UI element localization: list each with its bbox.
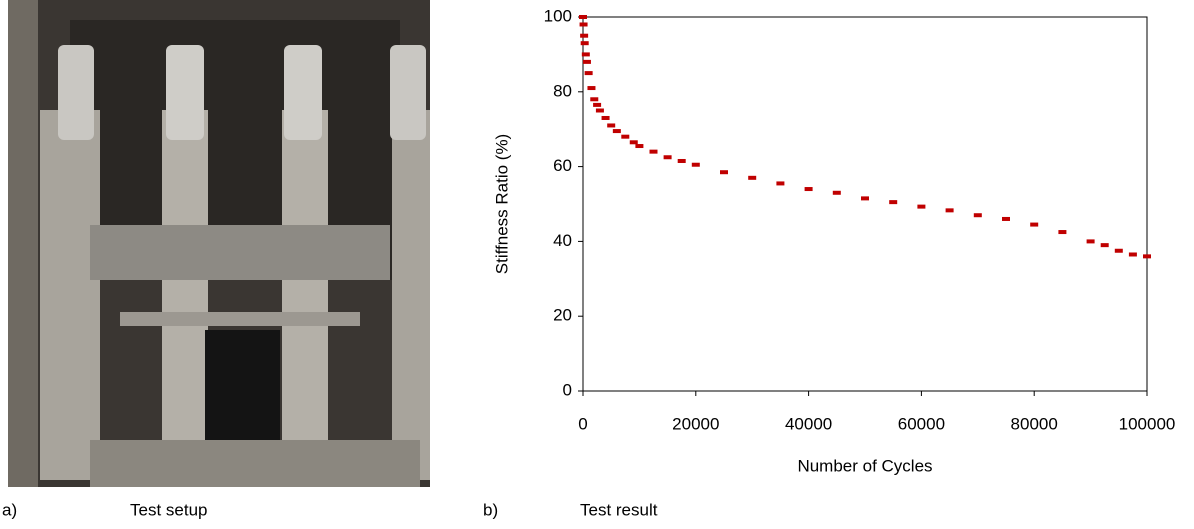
point (663, 155, 672, 160)
x-tick-label: 40000 (785, 414, 832, 433)
point (629, 140, 638, 145)
caption-label: a) (2, 500, 17, 519)
point (612, 129, 621, 134)
point (776, 181, 785, 186)
y-axis-title: Stiffness Ratio (%) (492, 134, 511, 274)
point (748, 175, 757, 180)
plot-frame (582, 16, 1148, 392)
point (945, 208, 954, 213)
point (861, 196, 869, 201)
y-tick-label: 40 (553, 231, 572, 250)
point (691, 162, 700, 167)
point (579, 15, 587, 19)
point (1086, 239, 1095, 244)
point (580, 33, 589, 38)
y-tick-label: 20 (553, 306, 572, 325)
point (1143, 254, 1151, 259)
y-tick-label: 60 (553, 156, 572, 175)
point (621, 134, 630, 139)
x-tick-label: 80000 (1011, 414, 1058, 433)
point (1114, 248, 1123, 253)
point (889, 200, 898, 205)
caption: Test setup (130, 500, 208, 519)
point (579, 22, 588, 27)
y-tick-label: 0 (563, 380, 572, 399)
x-tick-label: 60000 (898, 414, 945, 433)
point (649, 149, 658, 154)
point (1002, 216, 1010, 221)
caption-label: b) (483, 500, 498, 519)
photo (8, 0, 430, 487)
point (607, 123, 616, 128)
point (1100, 243, 1109, 248)
point (595, 108, 604, 113)
point (590, 97, 599, 102)
point (832, 190, 841, 195)
point (580, 41, 589, 46)
x-tick-label: 0 (578, 414, 587, 433)
point (677, 158, 686, 163)
x-tick-label: 100000 (1119, 414, 1176, 433)
point (582, 59, 591, 64)
point (804, 187, 813, 192)
point (1030, 222, 1039, 227)
caption: Test result (580, 500, 658, 519)
point (581, 52, 590, 57)
point (917, 204, 926, 209)
y-tick-label: 100 (544, 6, 572, 25)
point (593, 102, 602, 107)
point (587, 86, 596, 91)
point (584, 71, 593, 76)
point (720, 170, 728, 175)
point (601, 115, 610, 120)
x-tick-label: 20000 (672, 414, 719, 433)
point (973, 213, 982, 218)
point (1128, 252, 1137, 257)
x-axis-title: Number of Cycles (797, 456, 932, 475)
y-tick-label: 80 (553, 81, 572, 100)
point (635, 144, 644, 149)
point (1058, 230, 1067, 235)
